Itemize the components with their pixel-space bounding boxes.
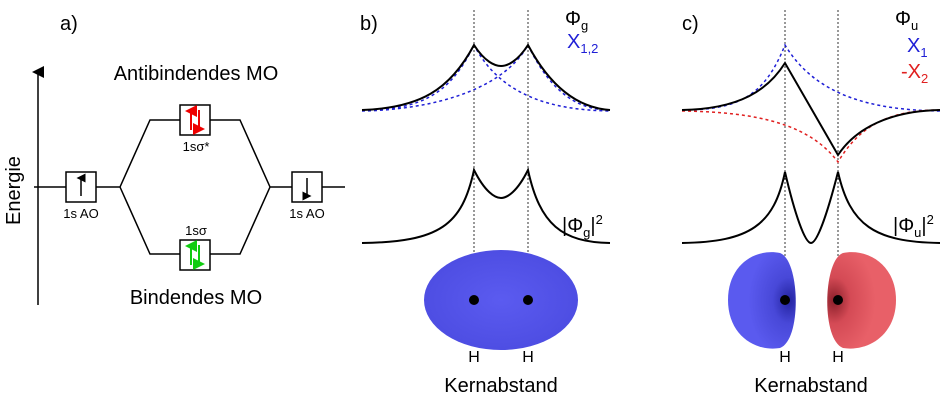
x-label: Kernabstand xyxy=(444,375,557,397)
text: 1 xyxy=(920,45,927,60)
nucleus-label: H xyxy=(468,349,480,366)
nucleus-label: H xyxy=(779,349,791,366)
mo-box xyxy=(180,105,210,135)
x-label: Kernabstand xyxy=(754,375,867,397)
orbital-label: 1sσ xyxy=(185,223,207,238)
nucleus xyxy=(833,295,843,305)
nucleus-label: H xyxy=(522,349,534,366)
orbital-label: 1sσ* xyxy=(183,139,210,154)
panel-a: a) Energie Antibindendes MO Bindendes MO… xyxy=(3,13,345,309)
text: |Φ xyxy=(562,215,583,237)
chi-curve xyxy=(362,45,610,111)
text: |Φ xyxy=(893,215,914,237)
text: u xyxy=(911,18,918,33)
text: X xyxy=(907,35,920,57)
text: 2 xyxy=(927,212,934,227)
nucleus-label: H xyxy=(832,349,844,366)
mo-label: Antibindendes MO xyxy=(114,63,279,85)
orbital-shape xyxy=(424,250,578,350)
density-label: |Φu|2 xyxy=(893,212,934,240)
chi-curve xyxy=(362,45,610,111)
axis-label: Energie xyxy=(3,156,25,225)
text: 1,2 xyxy=(580,41,598,56)
panel-label: b) xyxy=(360,13,378,35)
text: g xyxy=(581,18,588,33)
text: u xyxy=(914,225,921,240)
nucleus xyxy=(469,295,479,305)
panel-c: c) Φu X1 -X2 |Φu|2 H H Kernabstand xyxy=(682,8,940,397)
chi-label: -X2 xyxy=(901,61,928,86)
text: Φ xyxy=(895,8,911,30)
chi-label: X1,2 xyxy=(567,31,598,56)
chi-label: X1 xyxy=(907,35,928,60)
text: X xyxy=(567,31,580,53)
text: -X xyxy=(901,61,921,83)
figure: a) Energie Antibindendes MO Bindendes MO… xyxy=(0,0,946,405)
panel-label: c) xyxy=(682,13,699,35)
nucleus xyxy=(523,295,533,305)
text: g xyxy=(583,225,590,240)
phi-curve xyxy=(362,45,610,110)
nucleus xyxy=(780,295,790,305)
phi-label: Φu xyxy=(895,8,918,33)
density-label: |Φg|2 xyxy=(562,212,603,240)
text: Φ xyxy=(565,8,581,30)
mo-label: Bindendes MO xyxy=(130,287,262,309)
phi-label: Φg xyxy=(565,8,588,33)
panel-label: a) xyxy=(60,13,78,35)
orbital-label: 1s AO xyxy=(289,206,324,221)
panel-b: b) Φg X1,2 |Φg|2 H H Kernabstand xyxy=(360,8,610,397)
chi-curve xyxy=(682,110,940,162)
orbital-label: 1s AO xyxy=(63,206,98,221)
text: 2 xyxy=(596,212,603,227)
text: 2 xyxy=(921,71,928,86)
mo-box xyxy=(180,240,210,270)
